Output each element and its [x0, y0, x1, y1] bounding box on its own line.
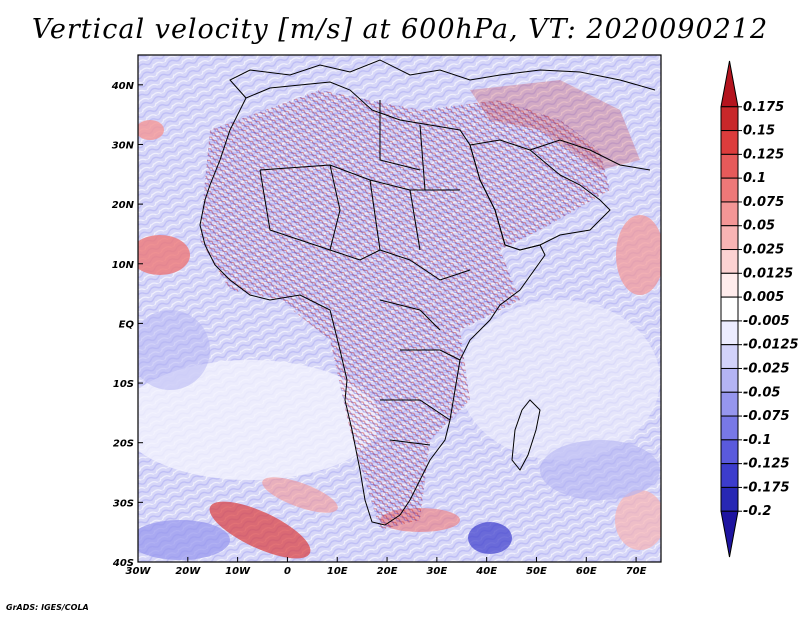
map-title: Vertical velocity [m/s] at 600hPa, VT: 2… [31, 14, 769, 45]
colorbar-swatch [720, 272, 739, 298]
colorbar-swatch [720, 201, 739, 227]
colorbar-label: -0.025 [743, 361, 790, 376]
colorbar-label: 0.05 [743, 219, 775, 234]
lon-tick-label: 60E [576, 566, 597, 577]
colorbar-label: -0.005 [743, 314, 790, 329]
colorbar-swatch [720, 367, 739, 393]
colorbar-label: 0.0125 [743, 266, 793, 281]
lat-tick-label: 20N [112, 200, 135, 211]
colorbar: 0.175 0.15 0.125 0.1 0.075 0.05 0.025 0.0125 0.0… [720, 60, 799, 558]
velocity-field [138, 55, 661, 562]
lon-tick-label: 10E [327, 566, 348, 577]
lat-tick-label: 20S [113, 439, 134, 450]
lat-tick-label: EQ [119, 319, 135, 330]
colorbar-label: -0.125 [743, 457, 790, 472]
colorbar-label: 0.005 [743, 290, 784, 305]
lat-tick-label: 30N [112, 140, 135, 151]
lon-tick-label: 70E [626, 566, 647, 577]
colorbar-label: 0.175 [743, 100, 784, 115]
colorbar-label: 0.075 [743, 195, 784, 210]
colorbar-swatch [720, 177, 739, 203]
colorbar-label: 0.1 [743, 171, 766, 186]
colorbar-label: -0.05 [743, 385, 780, 400]
colorbar-swatch [720, 344, 739, 369]
lon-tick-label: 30E [426, 566, 447, 577]
colorbar-swatch [720, 486, 739, 512]
lat-tick-label: 10S [113, 379, 134, 390]
lat-tick-label: 10N [112, 260, 135, 271]
footer-credit: GrADS: IGES/COLA [6, 603, 89, 612]
lon-tick-label: 30W [126, 566, 152, 577]
colorbar-swatch [720, 463, 739, 488]
lat-tick-label: 30S [113, 498, 134, 509]
colorbar-swatch [720, 153, 739, 179]
lon-tick-label: 20E [377, 566, 398, 577]
lon-tick-label: 20W [175, 566, 201, 577]
colorbar-swatch [720, 130, 739, 155]
colorbar-label: -0.175 [743, 480, 790, 495]
latitude-axis: 40N 30N 20N 10N EQ 10S 20S 30S 40S [111, 81, 143, 569]
colorbar-swatch [720, 510, 739, 558]
colorbar-label: -0.2 [743, 504, 771, 519]
colorbar-swatch [720, 249, 739, 274]
colorbar-swatch [720, 415, 739, 441]
colorbar-swatch [720, 391, 739, 417]
lon-tick-label: 0 [284, 566, 291, 577]
coastline-borders [199, 59, 656, 526]
colorbar-swatch [720, 225, 739, 251]
lon-tick-label: 40E [475, 566, 497, 577]
lat-tick-label: 40N [111, 81, 135, 92]
colorbar-swatch [720, 439, 739, 465]
colorbar-swatch [720, 106, 739, 132]
lon-tick-label: 10W [225, 566, 251, 577]
lon-tick-label: 50E [526, 566, 547, 577]
lat-tick-label: 40S [112, 558, 134, 569]
colorbar-label: 0.025 [743, 243, 784, 258]
colorbar-swatch [720, 60, 739, 108]
longitude-axis: 30W 20W 10W 0 10E 20E 30E 40E 50E 60E 70E [126, 557, 647, 577]
colorbar-label: 0.15 [743, 124, 775, 139]
colorbar-label: -0.0125 [743, 338, 799, 353]
colorbar-label: -0.1 [743, 433, 771, 448]
colorbar-label: 0.125 [743, 147, 784, 162]
colorbar-swatch [720, 320, 739, 346]
map-frame [137, 54, 662, 563]
colorbar-label: -0.075 [743, 409, 790, 424]
colorbar-swatch [720, 296, 739, 322]
